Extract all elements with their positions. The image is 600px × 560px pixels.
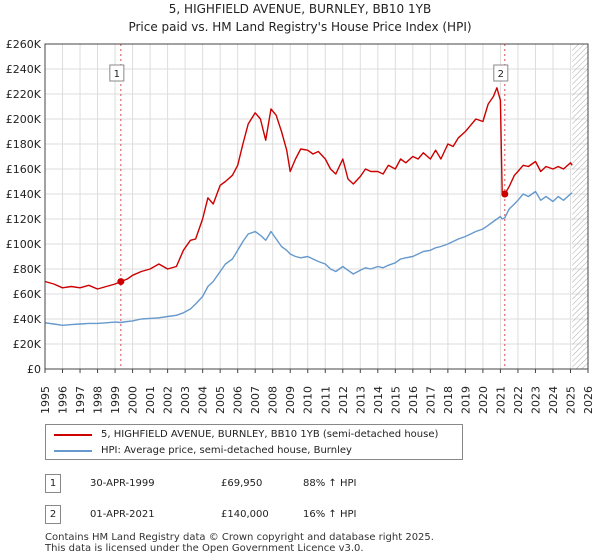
x-tick-label: 2016	[407, 386, 420, 414]
y-tick-label: £180K	[6, 138, 42, 151]
x-tick-label: 2018	[442, 386, 455, 414]
x-tick-label: 2002	[162, 386, 175, 414]
x-tick-label: 2011	[319, 386, 332, 414]
x-tick-label: 1998	[92, 386, 105, 414]
sale-badge	[493, 64, 509, 82]
x-tick-label: 2020	[477, 386, 490, 414]
y-tick-label: £20K	[13, 338, 42, 351]
x-tick-label: 2010	[302, 386, 315, 414]
plot-area	[45, 44, 588, 369]
legend-swatch-property	[54, 434, 92, 436]
x-tick-label: 1997	[74, 386, 87, 414]
x-tick-label: 1996	[57, 386, 70, 414]
y-tick-label: £0	[27, 363, 41, 376]
y-tick-label: £220K	[6, 88, 42, 101]
x-tick-label: 2021	[494, 386, 507, 414]
x-tick-label: 2000	[127, 386, 140, 414]
y-tick-label: £160K	[6, 163, 42, 176]
y-tick-label: £260K	[6, 38, 42, 51]
transaction-badge: 1	[45, 474, 61, 493]
x-tick-label: 2024	[547, 386, 560, 414]
x-tick-label: 2003	[179, 386, 192, 414]
x-tick-label: 2019	[459, 386, 472, 414]
transaction-badge: 2	[45, 505, 61, 524]
footer-licence: This data is licensed under the Open Gov…	[45, 543, 364, 554]
x-tick-label: 2008	[267, 386, 280, 414]
sale-badge	[109, 64, 125, 82]
x-tick-label: 2004	[197, 386, 210, 414]
legend-label-property: 5, HIGHFIELD AVENUE, BURNLEY, BB10 1YB (…	[101, 429, 439, 440]
x-tick-label: 1999	[109, 386, 122, 414]
x-tick-label: 2005	[214, 386, 227, 414]
x-tick-label: 2025	[564, 386, 577, 414]
chart-title: 5, HIGHFIELD AVENUE, BURNLEY, BB10 1YB	[168, 2, 432, 16]
y-tick-label: £140K	[6, 188, 42, 201]
y-tick-label: £40K	[13, 313, 42, 326]
legend-label-hpi: HPI: Average price, semi-detached house,…	[101, 445, 352, 456]
x-tick-label: 2012	[337, 386, 350, 414]
x-tick-label: 2009	[284, 386, 297, 414]
sale-badge-label: 1	[114, 69, 120, 80]
x-tick-label: 2007	[249, 386, 262, 414]
transaction-date: 30-APR-1999	[90, 478, 155, 489]
future-hatch	[572, 44, 588, 369]
x-tick-label: 2017	[424, 386, 437, 414]
chart-subtitle: Price paid vs. HM Land Registry's House …	[128, 20, 472, 34]
x-tick-label: 2026	[582, 386, 595, 414]
y-tick-label: £120K	[6, 213, 42, 226]
x-tick-label: 2014	[372, 386, 385, 414]
transaction-hpi-change: 16% ↑ HPI	[303, 509, 357, 520]
transaction-price: £140,000	[221, 509, 269, 520]
x-tick-label: 2022	[512, 386, 525, 414]
y-tick-label: £60K	[13, 288, 42, 301]
grid	[44, 43, 589, 370]
y-tick-label: £100K	[6, 238, 42, 251]
y-tick-label: £240K	[6, 63, 42, 76]
legend: 5, HIGHFIELD AVENUE, BURNLEY, BB10 1YB (…	[45, 424, 463, 460]
x-tick-label: 2013	[354, 386, 367, 414]
x-tick-label: 1995	[39, 386, 52, 414]
y-tick-label: £200K	[6, 113, 42, 126]
footer-copyright: Contains HM Land Registry data © Crown c…	[45, 532, 434, 543]
x-tick-label: 2001	[144, 386, 157, 414]
x-tick-label: 2006	[232, 386, 245, 414]
series-line	[44, 87, 573, 290]
legend-swatch-hpi	[54, 450, 92, 452]
sale-badge-label: 2	[498, 69, 504, 80]
plot-frame	[44, 43, 589, 370]
series-line	[44, 190, 573, 326]
sale-point	[501, 190, 509, 198]
transaction-hpi-change: 88% ↑ HPI	[303, 478, 357, 489]
x-tick-label: 2023	[529, 386, 542, 414]
series	[44, 87, 573, 326]
sale-point	[117, 278, 125, 286]
future-region	[572, 44, 588, 369]
transaction-price: £69,950	[221, 478, 263, 489]
x-tick-label: 2015	[389, 386, 402, 414]
transaction-date: 01-APR-2021	[90, 509, 155, 520]
y-tick-label: £80K	[13, 263, 42, 276]
axes: £0 £20K £40K £60K £80K £100K £120K £140K £160K £1…	[6, 38, 595, 414]
